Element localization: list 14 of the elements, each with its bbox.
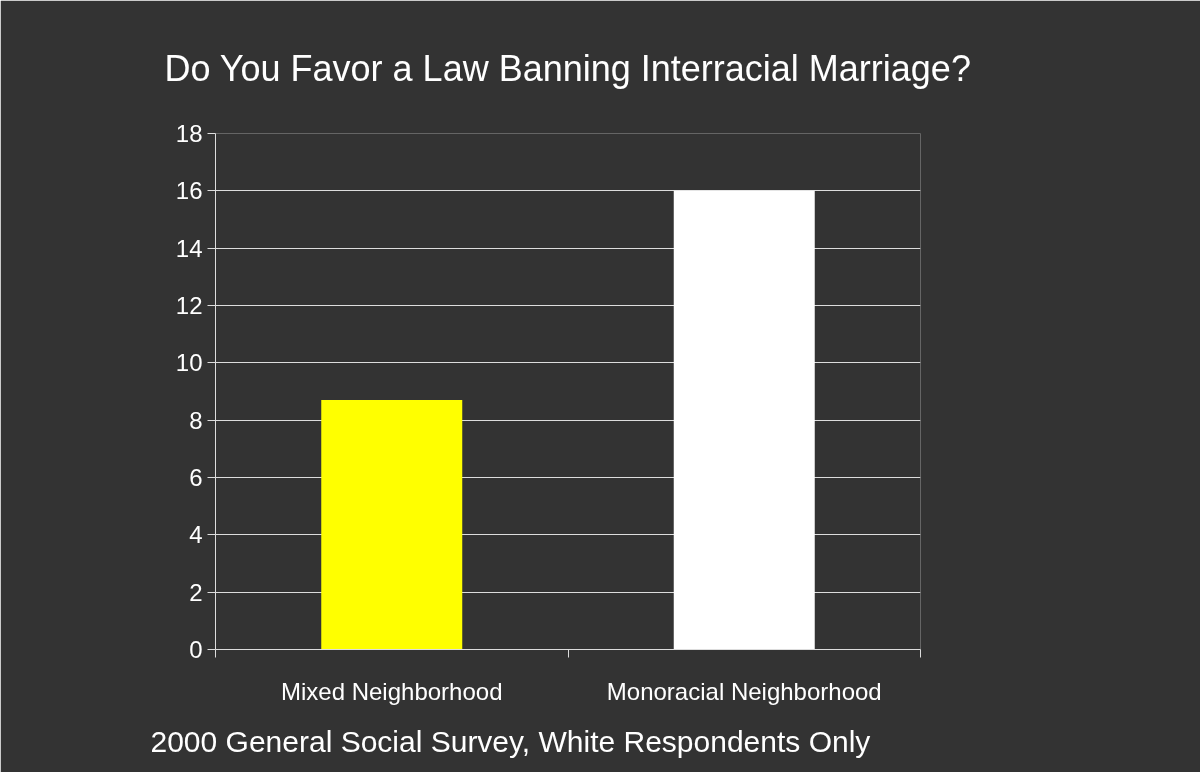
y-tick-label: 10 xyxy=(175,349,203,377)
chart-title: Do You Favor a Law Banning Interracial Marriage? xyxy=(164,47,971,89)
y-tick-label: 4 xyxy=(189,521,203,549)
y-tick-label: 14 xyxy=(175,234,203,262)
x-tick-label: Monoracial Neighborhood xyxy=(606,677,882,705)
x-tick-label: Mixed Neighborhood xyxy=(281,677,503,705)
y-tick-label: 18 xyxy=(175,120,203,147)
y-tick-label: 16 xyxy=(175,177,203,205)
y-tick-label: 6 xyxy=(189,464,203,491)
y-tick-label: 8 xyxy=(189,406,203,434)
y-tick-label: 0 xyxy=(189,636,203,663)
text: 2000 General Social Survey, White Respondents Only xyxy=(150,724,871,758)
y-tick-label: 2 xyxy=(189,578,203,606)
y-tick-label: 12 xyxy=(175,292,203,319)
